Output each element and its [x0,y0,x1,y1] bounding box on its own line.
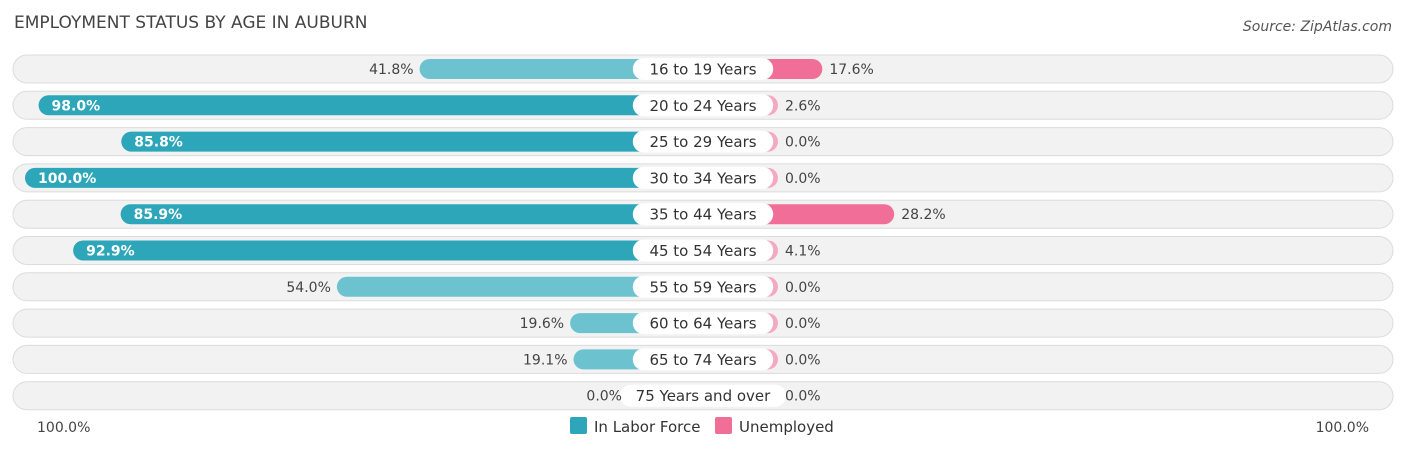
value-unemployed-75-years-and-over: 0.0% [785,389,821,405]
value-in-labor-force-60-to-64-years: 19.6% [520,316,564,332]
category-label-75-years-and-over: 75 Years and over [636,387,771,405]
bar-in-labor-force-55-to-59-years [336,276,703,297]
axis-left-label: 100.0% [37,420,90,436]
bar-in-labor-force-45-to-54-years [73,240,703,261]
value-in-labor-force-75-years-and-over: 0.0% [586,389,622,405]
bar-in-labor-force-16-to-19-years [419,59,703,79]
category-label-20-to-24-years: 20 to 24 Years [649,97,756,115]
category-pill-30-to-34-years [632,166,774,189]
chart-source: Source: ZipAtlas.com [1243,19,1392,35]
category-pill-75-years-and-over [619,384,787,407]
value-in-labor-force-20-to-24-years: 98.0% [52,98,101,114]
category-pill-25-to-29-years [632,130,774,153]
legend-swatch-unemployed [715,417,732,434]
value-in-labor-force-35-to-44-years: 85.9% [134,207,183,223]
bar-in-labor-force-20-to-24-years [38,95,704,116]
value-in-labor-force-30-to-34-years: 100.0% [38,171,96,187]
value-unemployed-35-to-44-years: 28.2% [901,207,945,223]
value-unemployed-65-to-74-years: 0.0% [785,352,821,368]
category-label-30-to-34-years: 30 to 34 Years [649,169,756,187]
value-unemployed-55-to-59-years: 0.0% [785,280,821,296]
category-pill-60-to-64-years [632,312,774,335]
axis-right-label: 100.0% [1316,420,1369,436]
value-unemployed-25-to-29-years: 0.0% [785,135,821,151]
value-unemployed-20-to-24-years: 2.6% [785,98,821,114]
bar-in-labor-force-30-to-34-years [25,167,703,188]
category-pill-35-to-44-years [632,203,774,226]
category-pill-55-to-59-years [632,275,774,298]
category-label-25-to-29-years: 25 to 29 Years [649,133,756,151]
value-unemployed-30-to-34-years: 0.0% [785,171,821,187]
category-pill-20-to-24-years [632,94,774,117]
category-label-35-to-44-years: 35 to 44 Years [649,206,756,224]
value-in-labor-force-65-to-74-years: 19.1% [523,352,567,368]
category-pill-65-to-74-years [632,348,774,371]
category-label-16-to-19-years: 16 to 19 Years [649,61,756,79]
legend-label-unemployed: Unemployed [739,418,834,436]
bar-in-labor-force-35-to-44-years [120,204,703,225]
value-in-labor-force-16-to-19-years: 41.8% [369,62,413,78]
category-label-60-to-64-years: 60 to 64 Years [649,315,756,333]
value-unemployed-16-to-19-years: 17.6% [829,62,873,78]
legend-label-in-labor-force: In Labor Force [594,418,700,436]
chart-title: EMPLOYMENT STATUS BY AGE IN AUBURN [14,13,367,33]
legend: In Labor Force Unemployed [570,417,834,436]
category-label-55-to-59-years: 55 to 59 Years [649,278,756,296]
value-in-labor-force-25-to-29-years: 85.8% [134,135,183,151]
bar-in-labor-force-25-to-29-years [121,131,703,152]
value-unemployed-45-to-54-years: 4.1% [785,244,821,260]
category-pill-45-to-54-years [632,239,774,262]
category-pill-16-to-19-years [632,58,774,80]
value-in-labor-force-45-to-54-years: 92.9% [86,244,135,260]
value-in-labor-force-55-to-59-years: 54.0% [286,280,330,296]
category-label-65-to-74-years: 65 to 74 Years [649,351,756,369]
category-label-45-to-54-years: 45 to 54 Years [649,242,756,260]
legend-swatch-in-labor-force [570,417,587,434]
value-unemployed-60-to-64-years: 0.0% [785,316,821,332]
